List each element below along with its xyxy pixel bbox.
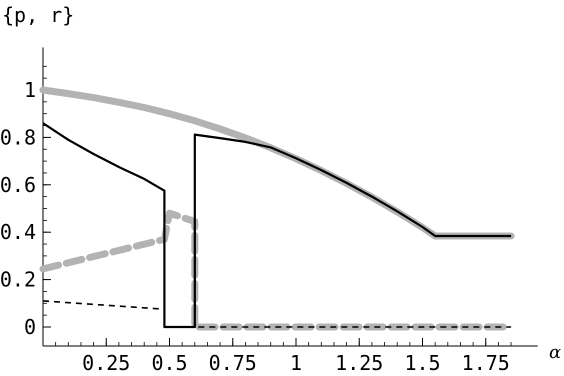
tick-layer: 0 0.2 0.4 0.6 0.8 1 0.25 0.5 0.75 1 1.25 1.5 1.75 bbox=[0, 78, 510, 375]
series-line-2 bbox=[39, 209, 515, 331]
series-line-3 bbox=[42, 122, 512, 329]
y-tick-label: 0.8 bbox=[0, 125, 36, 149]
axes bbox=[42, 47, 538, 347]
y-tick-label: 0.2 bbox=[0, 268, 36, 292]
y-tick-label: 0 bbox=[24, 315, 36, 339]
chart-title: {p, r} bbox=[2, 3, 74, 27]
x-tick-label: 0.75 bbox=[209, 351, 257, 375]
series-layer bbox=[39, 86, 515, 331]
x-tick-label: 1.75 bbox=[462, 351, 510, 375]
x-tick-label: 1 bbox=[290, 351, 302, 375]
x-tick-label: 1.5 bbox=[404, 351, 440, 375]
y-tick-label: 0.6 bbox=[0, 173, 36, 197]
y-tick-label: 1 bbox=[24, 78, 36, 102]
x-tick-label: 1.25 bbox=[335, 351, 383, 375]
series-line-4 bbox=[42, 231, 512, 328]
x-tick-label: 0.5 bbox=[151, 351, 187, 375]
y-tick-label: 0.4 bbox=[0, 220, 36, 244]
x-tick-label: 0.25 bbox=[82, 351, 130, 375]
x-axis-label: α bbox=[549, 342, 561, 363]
